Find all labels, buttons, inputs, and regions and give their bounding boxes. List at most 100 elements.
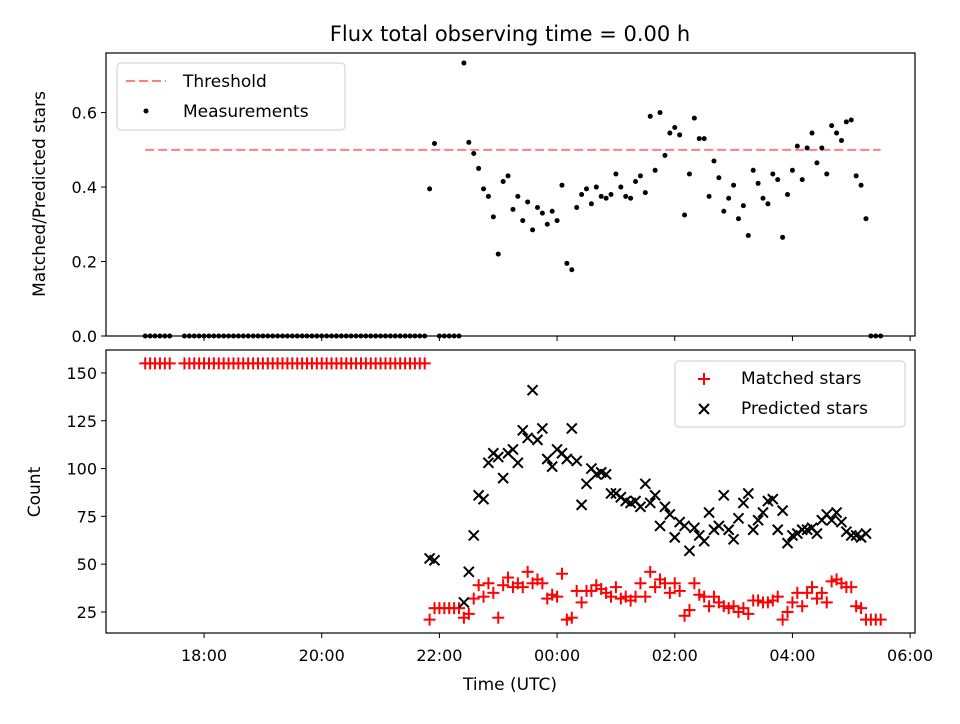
x-tick-label: 00:00 — [534, 646, 580, 665]
predicted-star-point — [830, 506, 843, 519]
predicted-star-point — [664, 508, 676, 521]
measurement-point — [858, 182, 864, 188]
predicted-star-point — [757, 506, 769, 519]
predicted-star-point — [517, 424, 529, 437]
matched-star-point — [565, 611, 578, 624]
measurement-point — [775, 177, 781, 183]
predicted-star-point — [781, 537, 794, 549]
matched-star-point — [453, 602, 466, 615]
predicted-star-point — [698, 535, 710, 547]
predicted-star-point — [531, 434, 544, 446]
measurement-point — [481, 186, 487, 192]
measurement-point — [588, 201, 594, 207]
predicted-star-point — [669, 531, 681, 544]
matched-star-point — [639, 590, 652, 603]
matched-star-point — [163, 357, 176, 370]
measurement-point — [544, 221, 550, 227]
predicted-star-point — [688, 522, 701, 534]
measurement-point — [647, 113, 653, 119]
measurement-point — [549, 208, 555, 214]
measurement-point — [853, 173, 859, 179]
measurement-point — [564, 260, 570, 266]
measurement-point — [750, 167, 756, 173]
measurement-point — [701, 136, 707, 142]
measurement-point — [716, 175, 722, 181]
measurement-point — [824, 171, 830, 177]
measurement-point — [569, 267, 575, 273]
measurement-point — [686, 171, 692, 177]
measurement-point — [677, 132, 683, 138]
measurement-point — [500, 178, 506, 184]
matched-star-point — [555, 567, 568, 580]
predicted-star-point — [772, 524, 784, 536]
measurement-point — [633, 178, 639, 184]
measurement-point — [613, 171, 619, 177]
bottom-y-tick-label: 75 — [77, 507, 97, 526]
matched-star-point — [462, 607, 475, 620]
matched-star-point — [786, 596, 799, 609]
measurement-point — [838, 138, 844, 144]
bottom-y-tick-label: 50 — [77, 555, 97, 574]
measurement-point — [794, 143, 800, 149]
bottom-y-tick-label: 25 — [77, 603, 97, 622]
measurement-point — [745, 232, 751, 238]
predicted-star-point — [570, 455, 583, 467]
predicted-star-point — [546, 460, 558, 473]
measurement-point — [505, 173, 511, 179]
matched-star-point — [609, 581, 622, 594]
matched-star-point — [815, 586, 828, 599]
predicted-star-point — [747, 524, 759, 536]
bottom-y-axis-label: Count — [25, 466, 45, 517]
matched-star-point — [796, 600, 809, 613]
matched-star-point — [521, 565, 534, 578]
predicted-star-point — [678, 520, 691, 532]
matched-star-point — [423, 613, 436, 626]
predicted-star-point — [497, 472, 509, 484]
x-tick-label: 06:00 — [887, 646, 933, 665]
measurement-point — [657, 110, 663, 116]
measurement-point — [510, 206, 516, 212]
measurement-point — [603, 195, 609, 201]
predicted-star-point — [492, 451, 504, 463]
top-legend-box — [116, 62, 346, 131]
measurement-point — [765, 201, 771, 207]
measurement-point — [432, 140, 438, 146]
measurement-point — [539, 210, 545, 216]
measurement-point — [490, 214, 496, 220]
measurement-point — [637, 173, 643, 179]
matched-star-point — [663, 586, 676, 599]
predicted-star-point — [649, 489, 661, 502]
predicted-star-point — [536, 422, 549, 435]
predicted-star-point — [477, 493, 490, 505]
predicted-star-point — [600, 468, 612, 480]
bottom-y-tick-label: 150 — [66, 364, 97, 383]
measurement-point — [608, 192, 614, 197]
matched-star-point — [497, 579, 510, 592]
predicted-star-point — [512, 457, 524, 469]
measurement-point — [628, 195, 634, 201]
measurement-point — [731, 182, 737, 188]
legend-measurements-label: Measurements — [183, 102, 309, 122]
predicted-star-point — [575, 499, 588, 511]
bottom-legend-box — [674, 360, 906, 428]
predicted-star-point — [752, 514, 764, 526]
predicted-star-point — [722, 524, 735, 536]
measurement-point — [770, 171, 776, 177]
matched-star-point — [575, 596, 588, 609]
measurement-point — [554, 218, 560, 224]
predicted-star-point — [507, 443, 519, 456]
measurement-point — [520, 218, 526, 224]
predicted-star-point — [634, 501, 647, 513]
measurement-point — [848, 117, 854, 123]
measurement-point — [623, 193, 629, 199]
matched-star-point — [502, 571, 515, 584]
measurement-point — [559, 182, 565, 188]
legend-predicted-swatch — [698, 403, 710, 415]
legend-measurements-swatch — [143, 108, 149, 114]
matched-star-point — [683, 604, 696, 617]
measurement-point — [735, 216, 741, 222]
measurement-point — [804, 145, 810, 151]
matched-star-point — [482, 577, 495, 590]
matched-star-point — [668, 577, 681, 590]
